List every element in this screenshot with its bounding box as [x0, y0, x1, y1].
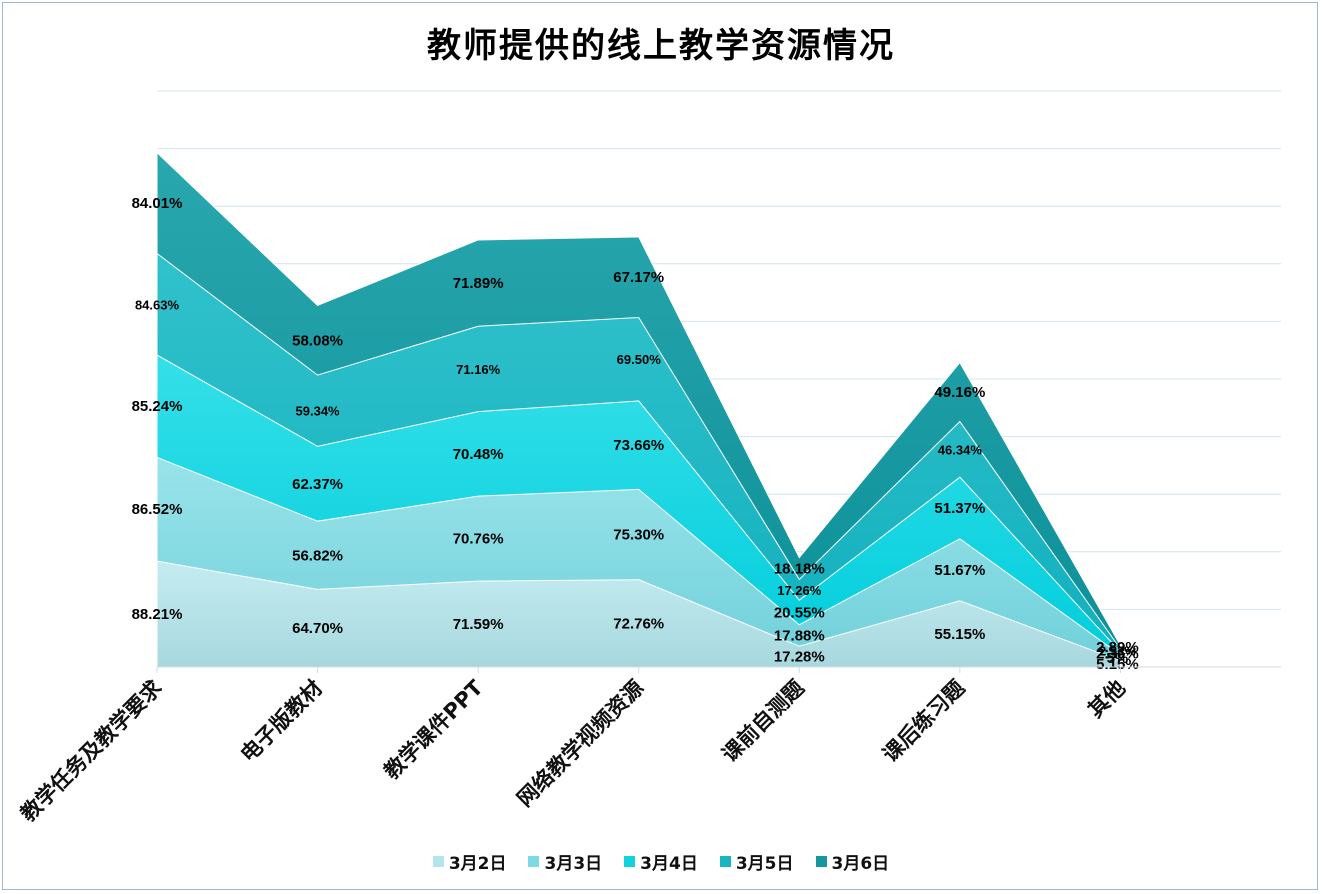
- data-label: 49.16%: [934, 384, 985, 401]
- data-label: 17.26%: [777, 583, 822, 598]
- x-tick-label: 网络教学视频资源: [512, 676, 648, 812]
- data-label: 86.52%: [132, 501, 183, 518]
- data-label: 73.66%: [613, 437, 664, 454]
- legend-swatch: [815, 856, 827, 867]
- area-series-1: [156, 560, 1121, 668]
- data-label: 20.55%: [774, 604, 825, 621]
- legend-item: 3月6日: [815, 849, 890, 874]
- legend-label: 3月5日: [735, 854, 794, 874]
- data-label: 18.18%: [774, 561, 825, 578]
- legend-swatch: [528, 856, 540, 867]
- legend-item: 3月4日: [624, 849, 698, 874]
- legend-item: 3月5日: [719, 849, 794, 874]
- data-label: 64.70%: [292, 620, 343, 637]
- data-label: 51.37%: [934, 500, 985, 517]
- data-label: 67.17%: [613, 269, 664, 286]
- legend-swatch: [432, 856, 444, 867]
- data-label: 2.36%: [1096, 645, 1139, 662]
- data-label: 56.82%: [292, 547, 343, 564]
- data-label: 72.76%: [613, 615, 664, 632]
- data-label: 17.28%: [774, 649, 825, 666]
- data-label: 71.59%: [453, 616, 504, 633]
- x-tick-label: 教学课件PPT: [379, 675, 488, 784]
- x-tick-label: 课前自测题: [718, 675, 810, 767]
- data-label: 58.08%: [292, 332, 343, 349]
- data-label: 75.30%: [613, 527, 664, 544]
- data-label: 70.76%: [453, 531, 504, 548]
- data-label: 46.34%: [938, 442, 983, 457]
- legend-item: 3月2日: [432, 849, 507, 874]
- chart-title: 教师提供的线上教学资源情况: [427, 26, 895, 66]
- data-label: 51.67%: [934, 562, 985, 579]
- data-label: 2.53%: [1099, 643, 1136, 658]
- data-label: 88.21%: [132, 606, 183, 623]
- data-label: 70.48%: [453, 446, 504, 463]
- data-label: 17.88%: [774, 628, 825, 645]
- x-tick-label: 教学任务及教学要求: [16, 676, 167, 827]
- data-label: 84.01%: [132, 195, 183, 212]
- legend-label: 3月6日: [831, 854, 890, 874]
- legend: 3月2日 3月3日 3月4日 3月5日 3月6日: [0, 849, 1322, 874]
- data-label: 85.24%: [132, 398, 183, 415]
- legend-swatch: [719, 856, 731, 867]
- data-label: 62.37%: [292, 476, 343, 493]
- legend-item: 3月3日: [528, 849, 602, 874]
- x-tick-label: 电子版教材: [236, 676, 327, 767]
- data-label: 84.63%: [135, 297, 180, 312]
- data-label: 59.34%: [296, 404, 341, 419]
- data-label: 71.89%: [453, 275, 504, 292]
- legend-label: 3月3日: [544, 854, 603, 874]
- legend-swatch: [624, 856, 636, 867]
- x-tick-label: 课后练习题: [878, 675, 970, 767]
- data-label: 5.15%: [1096, 656, 1139, 673]
- legend-label: 3月2日: [448, 854, 507, 874]
- data-label: 71.16%: [456, 362, 501, 377]
- data-label: 5%: [1107, 650, 1129, 667]
- legend-label: 3月4日: [640, 854, 698, 874]
- data-label: 69.50%: [617, 352, 662, 367]
- data-label: 55.15%: [934, 626, 985, 643]
- x-tick-label: 其他: [1083, 676, 1130, 723]
- data-label: 2.89%: [1096, 639, 1139, 656]
